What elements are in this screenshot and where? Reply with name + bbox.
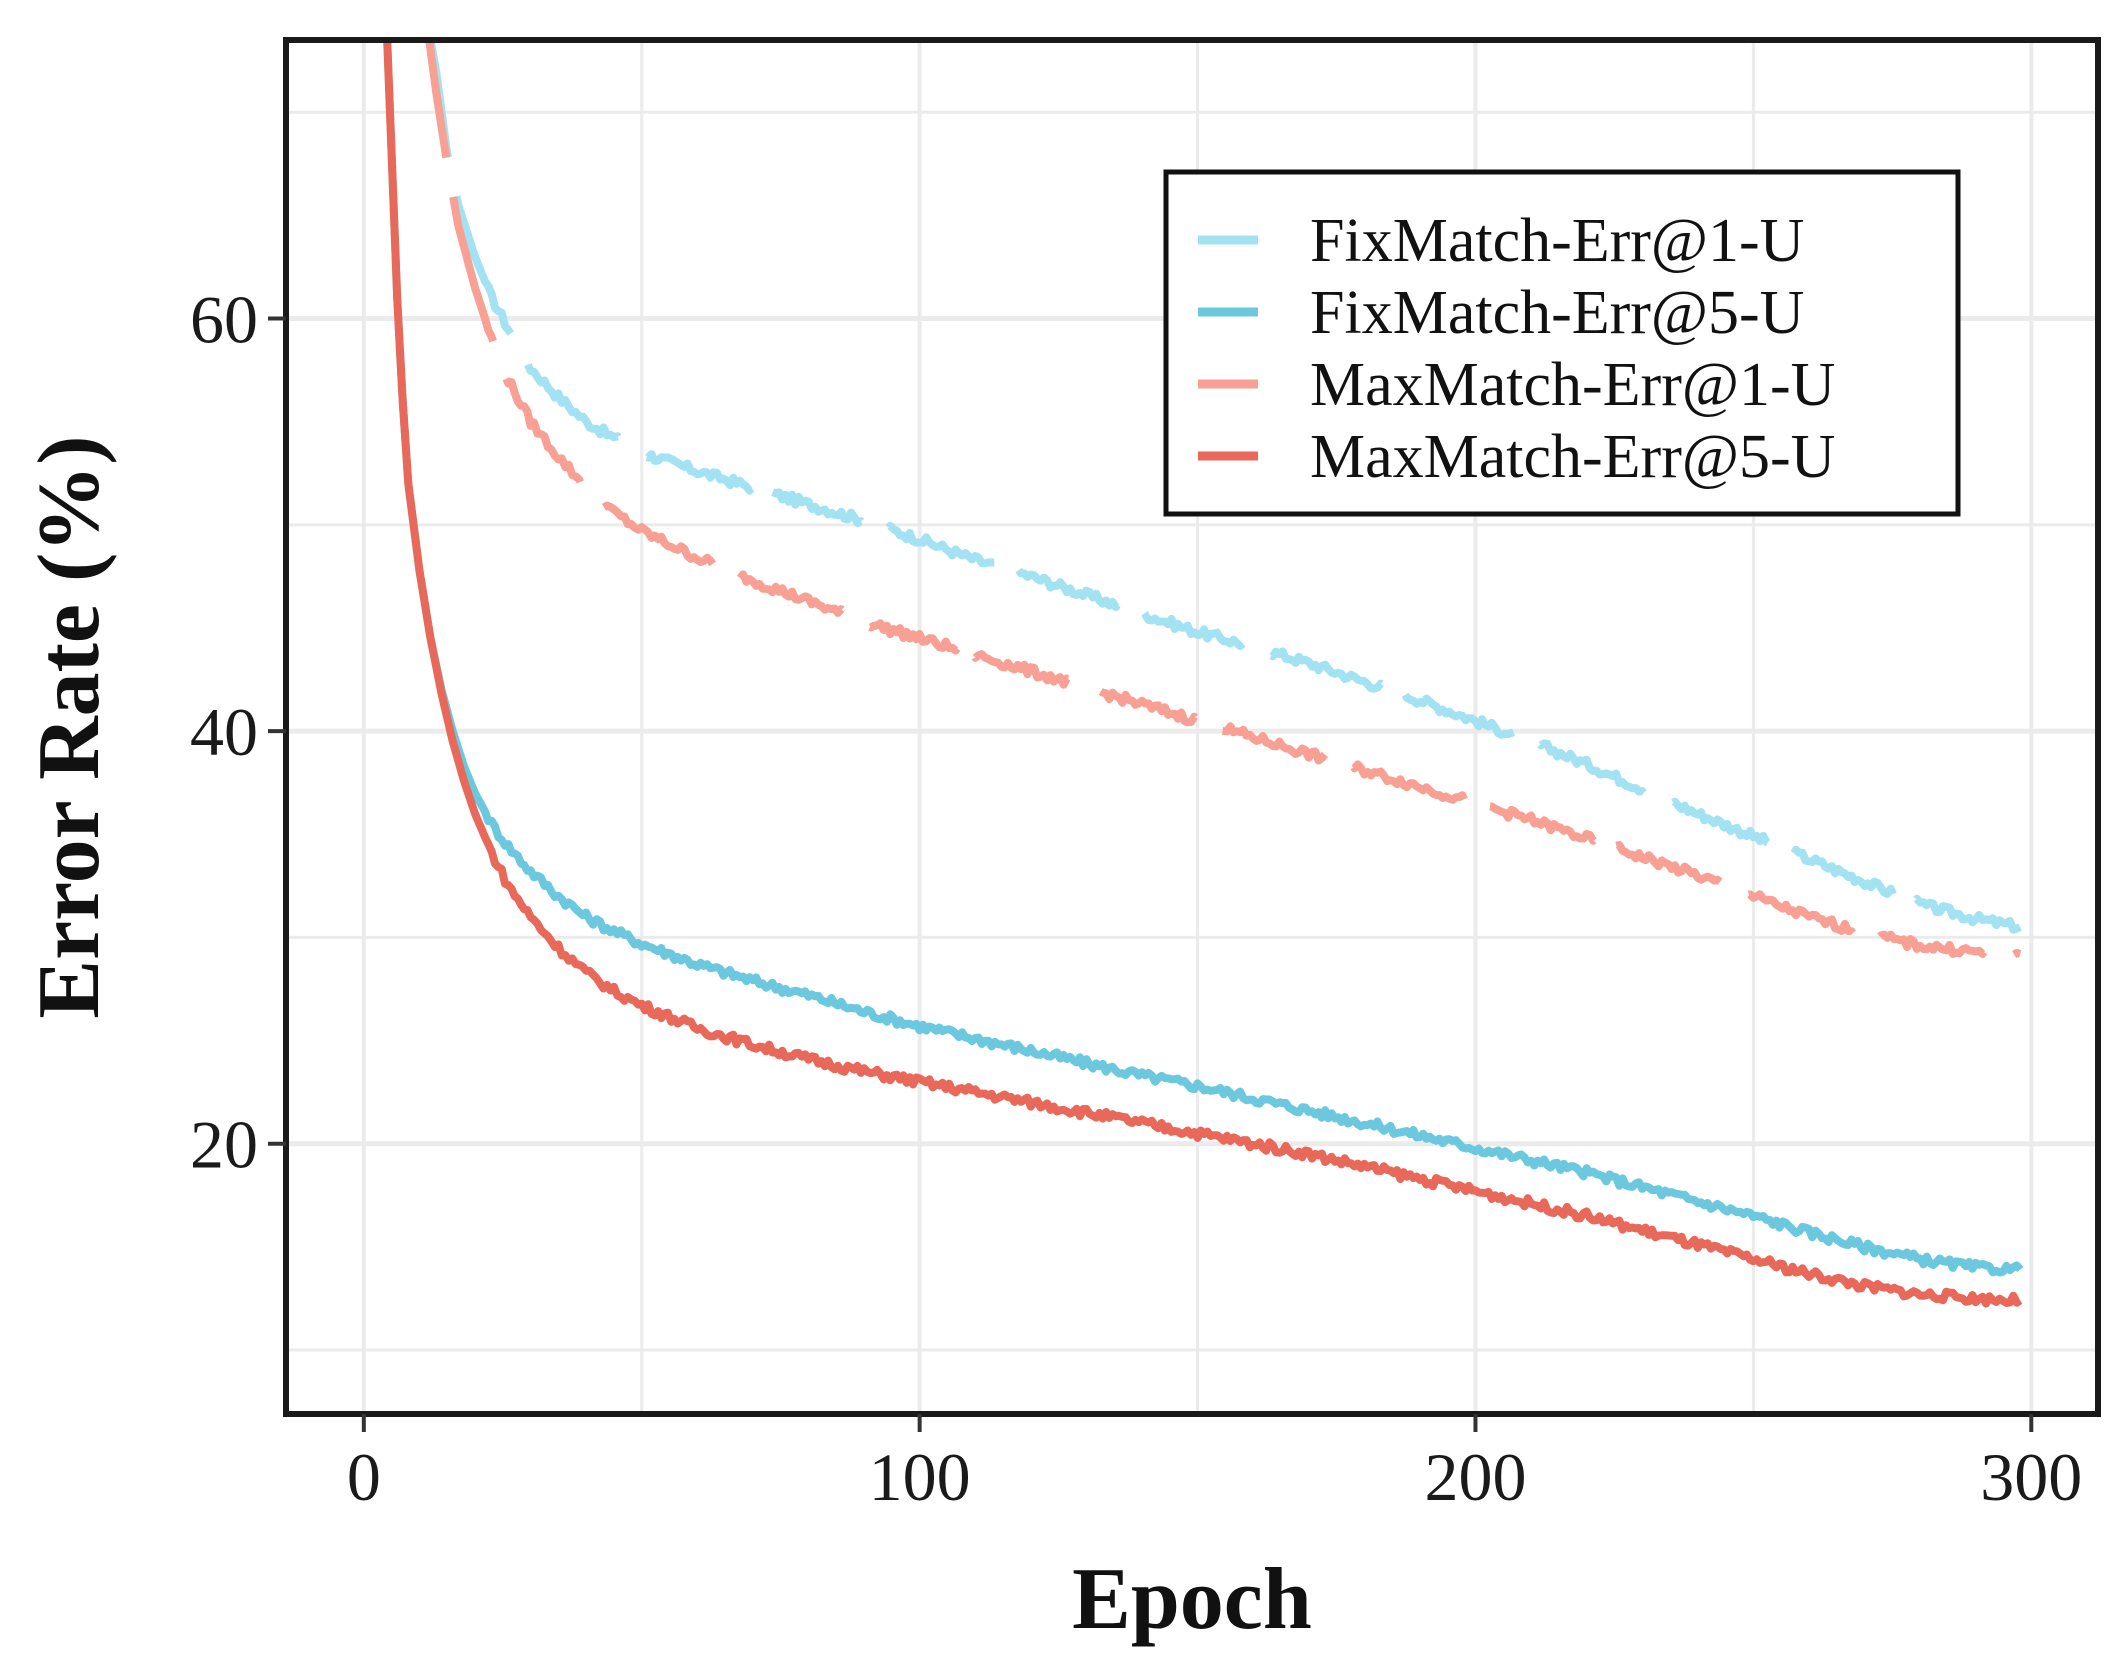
- legend-label: MaxMatch-Err@5-U: [1310, 423, 1835, 491]
- series-line: [383, 40, 2024, 1277]
- axis-ticks: 0 100 200 300 20 40 60: [190, 282, 2082, 1515]
- y-axis-title: Error Rate (%): [21, 435, 118, 1018]
- y-tick-label: 60: [190, 282, 258, 358]
- legend-box: [1163, 169, 1961, 517]
- legend-label: MaxMatch-Err@1-U: [1310, 351, 1835, 419]
- x-tick-label: 300: [1980, 1439, 2082, 1515]
- x-tick-label: 0: [347, 1439, 381, 1515]
- series-lines: [383, 40, 2024, 1308]
- series-line: [425, 40, 2022, 960]
- legend-label: FixMatch-Err@5-U: [1310, 279, 1804, 347]
- legend: FixMatch-Err@1-UFixMatch-Err@5-UMaxMatch…: [1163, 169, 1961, 517]
- series-line: [383, 40, 2023, 1308]
- grid: [286, 40, 2098, 1414]
- y-tick-label: 40: [190, 694, 258, 770]
- x-tick-label: 100: [869, 1439, 971, 1515]
- x-tick-label: 200: [1424, 1439, 1526, 1515]
- y-tick-label: 20: [190, 1107, 258, 1183]
- legend-label: FixMatch-Err@1-U: [1310, 207, 1804, 275]
- series-line: [426, 40, 2022, 934]
- x-axis-title: Epoch: [1072, 1551, 1312, 1648]
- plot-border: [283, 37, 2101, 1417]
